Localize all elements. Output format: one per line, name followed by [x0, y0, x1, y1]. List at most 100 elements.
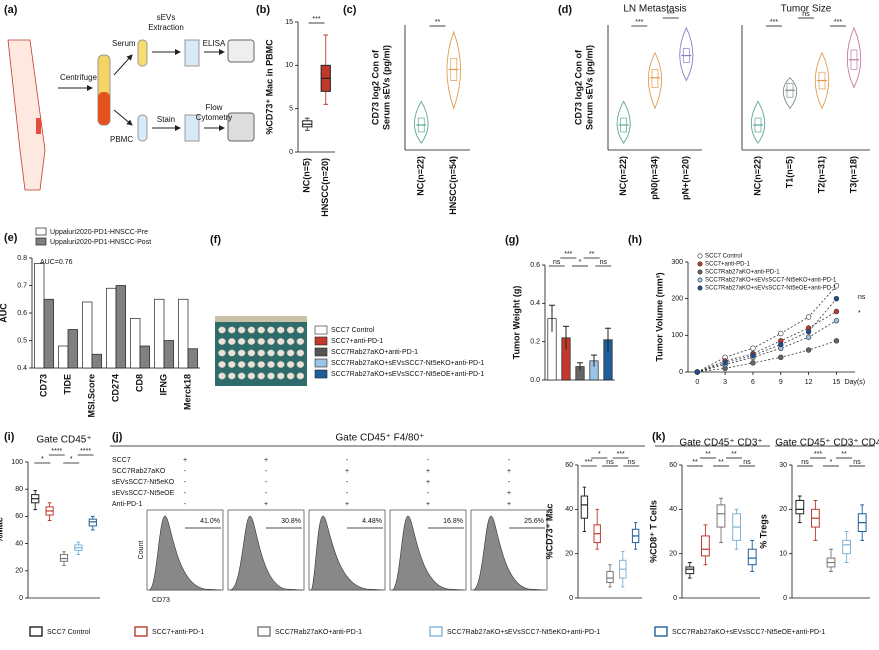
- x-tick-label: 9: [779, 379, 783, 386]
- row-label: SCC7Rab27aKO: [112, 468, 166, 475]
- annotation: ***: [312, 16, 320, 23]
- y-tick-label: 0: [19, 595, 23, 602]
- schematic-label: Cytometry: [196, 113, 232, 122]
- sign: +: [426, 479, 430, 486]
- annotation: ***: [667, 11, 675, 18]
- legend-label: SCC7 Control: [705, 254, 742, 260]
- bar: [58, 345, 69, 369]
- tumor: [296, 361, 305, 368]
- y-tick-label: 0.2: [530, 339, 540, 346]
- legend-label: SCC7Rab27aKO+sEVsSCC7-Nt5eKO+anti-PD-1: [705, 278, 837, 284]
- histogram: [148, 515, 222, 591]
- y-axis-label: %CD8⁺ T Cells: [648, 500, 658, 563]
- bar: [178, 298, 189, 369]
- legend-label: SCC7Rab27aKO+anti-PD-1: [275, 629, 362, 636]
- gate-percentage: 30.8%: [281, 518, 301, 525]
- histogram: [472, 515, 546, 591]
- y-axis-label: % Tregs: [758, 514, 768, 549]
- box: [580, 495, 589, 519]
- y-tick-label: 20: [15, 568, 23, 575]
- marker: [805, 347, 812, 353]
- x-tick-label: CD73: [38, 374, 48, 397]
- schematic-label: Stain: [157, 115, 175, 124]
- legend-label: SCC7 Control: [47, 629, 91, 636]
- y-tick-label: 30: [779, 462, 787, 469]
- sign: -: [265, 490, 268, 497]
- y-axis-label: CD73 log2 Con of: [370, 49, 380, 125]
- box: [685, 566, 695, 575]
- panel-label: (k): [652, 431, 666, 443]
- annotation: ns: [801, 459, 809, 466]
- x-tick-label: HNSCC(n=54): [448, 156, 458, 215]
- violin: [647, 51, 663, 110]
- box: [606, 570, 614, 583]
- box: [701, 535, 710, 557]
- y-tick-label: 0.0: [530, 377, 540, 384]
- schematic-label: Extraction: [148, 23, 184, 32]
- marker: [805, 334, 812, 340]
- x-axis-label: Day(s): [844, 379, 865, 386]
- x-tick-label: 0: [695, 379, 699, 386]
- series-line: [697, 311, 837, 373]
- sign: -: [265, 479, 268, 486]
- x-tick-label: T3(n=18): [848, 156, 858, 193]
- tumor: [247, 326, 256, 334]
- y-tick-label: 0.5: [17, 337, 27, 344]
- marker: [722, 360, 728, 366]
- marker: [833, 317, 840, 324]
- annotation: AUC=0.76: [40, 259, 73, 266]
- annotation: **: [718, 459, 724, 466]
- sign: +: [507, 468, 511, 475]
- y-axis-label: %CD73⁺ Mac in PBMC: [264, 39, 274, 135]
- tumor: [296, 372, 305, 380]
- bar: [34, 263, 45, 369]
- legend-label: SCC7 Control: [331, 327, 375, 334]
- tumor: [227, 338, 236, 345]
- tumor: [237, 361, 246, 368]
- tumor: [227, 349, 236, 357]
- marker: [805, 328, 812, 335]
- x-tick-label: 3: [723, 379, 727, 386]
- sign: -: [346, 490, 349, 497]
- sign: +: [345, 468, 349, 475]
- annotation: **: [731, 451, 737, 458]
- tumor: [257, 361, 266, 368]
- y-tick-label: 0.7: [17, 282, 27, 289]
- tumor: [286, 326, 295, 334]
- violin: [413, 100, 429, 144]
- sign: -: [508, 457, 511, 464]
- bar: [163, 340, 174, 369]
- tumor: [296, 338, 305, 345]
- legend-label: Uppaluri2020-PD1-HNSCC-Pre: [50, 229, 148, 236]
- y-tick-label: 0.8: [17, 255, 27, 262]
- annotation: ns: [802, 11, 810, 18]
- bar: [139, 345, 150, 369]
- annotation: *: [858, 310, 861, 317]
- bar: [187, 348, 198, 369]
- tumor: [257, 349, 266, 357]
- y-tick-label: 60: [565, 462, 573, 469]
- legend-marker: [697, 277, 703, 283]
- marker: [833, 295, 840, 302]
- annotation: ***: [617, 451, 625, 458]
- bar: [67, 329, 78, 369]
- legend-label: SCC7+anti-PD-1: [152, 629, 204, 636]
- tumor: [267, 326, 275, 334]
- legend-label: SCC7Rab27aKO+sEVsSCC7-Nt5eOE+anti-PD-1: [331, 371, 484, 378]
- x-tick-label: 12: [805, 379, 813, 386]
- legend-marker: [697, 253, 703, 259]
- tumor: [286, 338, 295, 345]
- bar: [115, 285, 126, 369]
- violin: [616, 100, 631, 144]
- x-tick-label: 6: [751, 379, 755, 386]
- annotation: **: [589, 251, 595, 258]
- x-tick-label: NC(n=22): [752, 156, 762, 196]
- panel-label: (a): [4, 4, 18, 16]
- sign: -: [427, 490, 430, 497]
- tumor: [257, 338, 266, 345]
- tumor: [227, 372, 236, 380]
- y-tick-label: 0: [289, 149, 293, 156]
- violin: [846, 26, 862, 89]
- box: [716, 504, 726, 528]
- box: [651, 69, 659, 88]
